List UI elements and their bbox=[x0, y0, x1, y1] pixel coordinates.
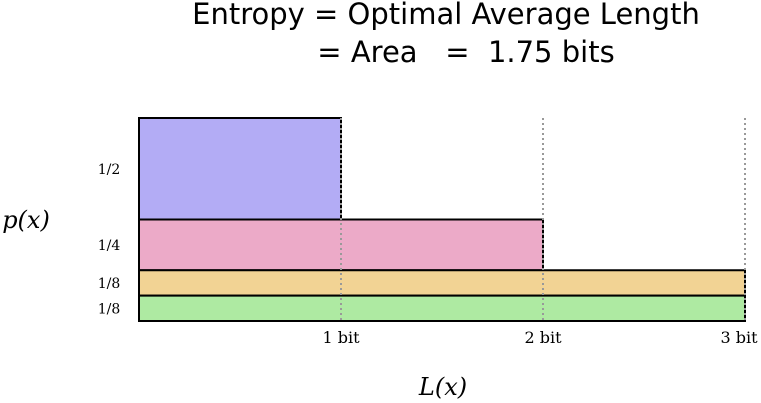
title-line-2: = Area = 1.75 bits bbox=[317, 35, 614, 69]
bit-gridlines bbox=[340, 118, 746, 321]
y-axis-label: p(x) bbox=[2, 206, 50, 234]
block-3 bbox=[138, 269, 746, 297]
tick-label-3: 3 bit bbox=[720, 328, 758, 347]
probability-labels: 1/2 1/4 1/8 1/8 bbox=[98, 162, 121, 318]
x-axis-label: L(x) bbox=[418, 373, 467, 401]
tick-label-1: 1 bit bbox=[322, 328, 360, 347]
prob-label-4: 1/8 bbox=[98, 301, 121, 317]
tick-label-2: 2 bit bbox=[524, 328, 562, 347]
prob-label-2: 1/4 bbox=[98, 238, 121, 254]
probability-blocks bbox=[138, 117, 746, 322]
title-line-1: Entropy = Optimal Average Length bbox=[192, 0, 700, 31]
block-1 bbox=[138, 117, 342, 221]
prob-label-1: 1/2 bbox=[98, 162, 121, 178]
bit-tick-labels: 1 bit 2 bit 3 bit bbox=[322, 328, 758, 347]
block-4 bbox=[138, 294, 746, 322]
prob-label-3: 1/8 bbox=[98, 276, 121, 292]
